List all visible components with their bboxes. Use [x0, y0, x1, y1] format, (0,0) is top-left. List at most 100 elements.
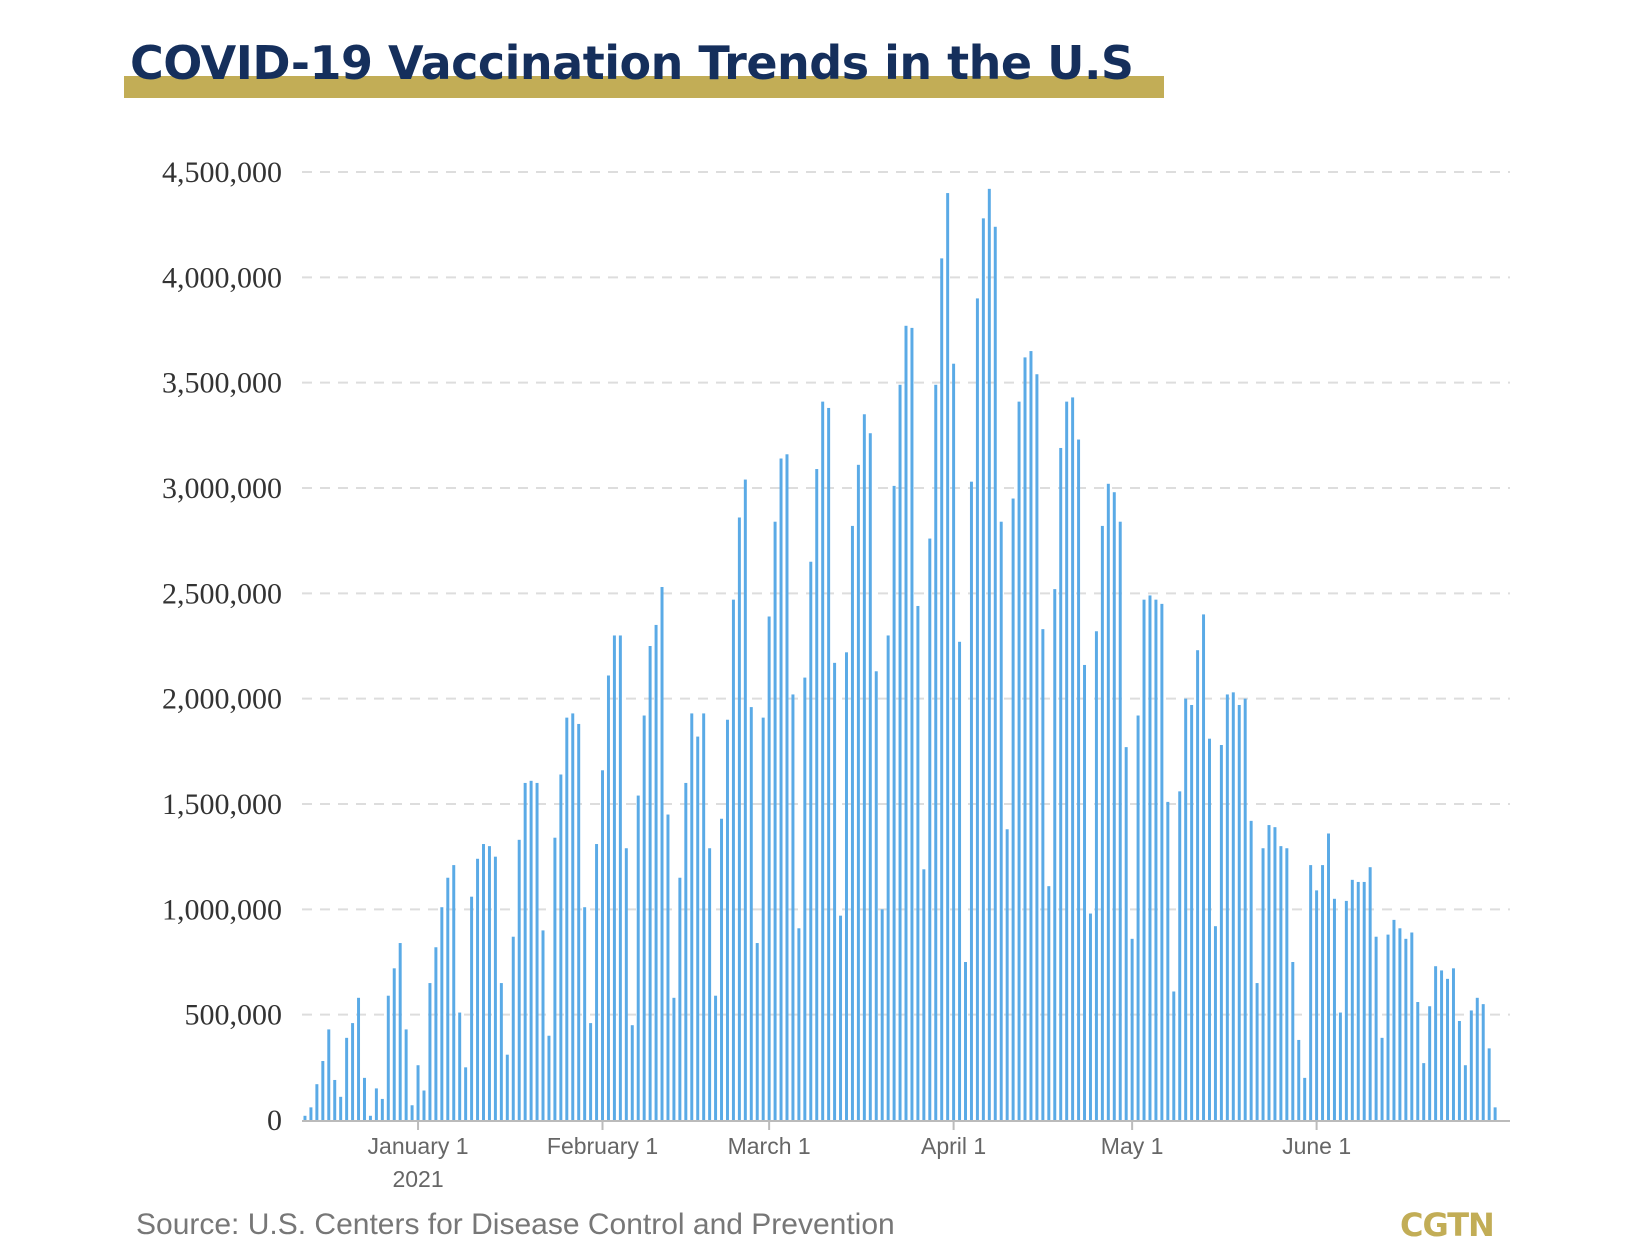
bar	[1463, 1065, 1467, 1120]
bar	[1344, 900, 1348, 1120]
y-tick-label: 1,000,000	[162, 893, 282, 926]
bar	[440, 907, 444, 1120]
bar	[1130, 938, 1134, 1120]
y-tick-label: 3,000,000	[162, 472, 282, 505]
bar	[505, 1054, 509, 1120]
bar	[731, 599, 735, 1120]
bar	[892, 485, 896, 1121]
bar	[1249, 820, 1253, 1120]
bar	[714, 995, 718, 1120]
bar	[1297, 1039, 1301, 1120]
bar	[1398, 928, 1402, 1120]
bar	[696, 736, 700, 1120]
bar	[517, 839, 521, 1120]
bar	[1332, 898, 1336, 1120]
bar	[601, 770, 604, 1120]
bar	[303, 1115, 307, 1120]
bar	[529, 780, 533, 1120]
bar	[1225, 694, 1229, 1120]
bar	[1327, 833, 1330, 1120]
y-tick-label: 4,000,000	[162, 261, 282, 294]
bar	[493, 856, 497, 1120]
bar	[940, 258, 944, 1121]
bar	[720, 818, 724, 1120]
bar	[1017, 401, 1021, 1120]
bar	[821, 401, 825, 1120]
bar	[708, 848, 712, 1120]
bar	[422, 1090, 426, 1120]
y-tick-label: 2,000,000	[162, 683, 282, 716]
bar	[1029, 351, 1033, 1121]
bar	[862, 414, 866, 1120]
x-tick-label: May 1	[1101, 1133, 1164, 1159]
bar	[725, 719, 729, 1120]
bar	[791, 694, 795, 1120]
bar	[946, 193, 950, 1121]
bar	[392, 968, 396, 1120]
title-underline	[124, 76, 1164, 98]
bar	[1440, 970, 1444, 1120]
title-block: COVID-19 Vaccination Trends in the U.S	[124, 36, 1164, 100]
bar	[636, 795, 640, 1120]
bar	[1469, 1010, 1473, 1120]
bar	[1285, 848, 1289, 1120]
bar	[1446, 978, 1450, 1120]
bar	[958, 641, 962, 1120]
bar	[565, 717, 569, 1120]
bar	[767, 616, 771, 1120]
bar	[928, 538, 932, 1120]
bar	[1428, 1006, 1432, 1120]
bar	[1338, 1012, 1342, 1120]
bar	[612, 635, 616, 1120]
bar	[476, 858, 480, 1120]
bar	[618, 635, 622, 1120]
bar	[1273, 827, 1277, 1120]
bar	[1315, 890, 1319, 1120]
bar	[1255, 983, 1259, 1120]
bar	[470, 896, 474, 1120]
bar	[1041, 629, 1045, 1120]
bar	[1493, 1107, 1497, 1120]
bar	[1118, 521, 1122, 1120]
bar	[434, 947, 438, 1120]
bar	[1154, 599, 1158, 1120]
bar	[1481, 1004, 1485, 1120]
bar	[1142, 599, 1146, 1120]
bar	[690, 713, 694, 1120]
bar	[1475, 997, 1479, 1120]
bar	[1487, 1048, 1491, 1120]
bar	[654, 624, 658, 1120]
bar	[327, 1029, 331, 1120]
bar	[1023, 357, 1027, 1120]
bar	[577, 723, 581, 1120]
bar	[1190, 704, 1194, 1120]
bar	[1243, 698, 1247, 1120]
bar	[1088, 913, 1092, 1120]
bar	[809, 561, 813, 1120]
bar	[1065, 401, 1069, 1120]
bar	[1136, 715, 1140, 1120]
bar	[386, 995, 390, 1120]
y-tick-label: 1,500,000	[162, 788, 282, 821]
bar	[1047, 886, 1051, 1120]
bar	[362, 1077, 366, 1120]
bar	[630, 1025, 634, 1120]
bar	[1303, 1077, 1307, 1120]
bar	[773, 521, 777, 1120]
bar	[642, 715, 646, 1120]
bar	[904, 325, 908, 1121]
bar	[559, 774, 563, 1120]
bar-chart: 0 500,000 1,000,000 1,500,000 2,000,000 2,500…	[162, 156, 1510, 1192]
bar	[993, 226, 997, 1121]
bar	[975, 298, 979, 1120]
bar	[315, 1084, 319, 1120]
bar	[1261, 848, 1265, 1120]
bar	[345, 1037, 349, 1120]
bar	[1196, 650, 1200, 1120]
cgtn-logo: CGTN	[1400, 1206, 1495, 1244]
bar	[1231, 692, 1235, 1120]
x-tick-label: June 1	[1282, 1133, 1351, 1159]
bar	[1279, 846, 1283, 1120]
bar	[964, 962, 967, 1120]
bar	[368, 1115, 372, 1120]
